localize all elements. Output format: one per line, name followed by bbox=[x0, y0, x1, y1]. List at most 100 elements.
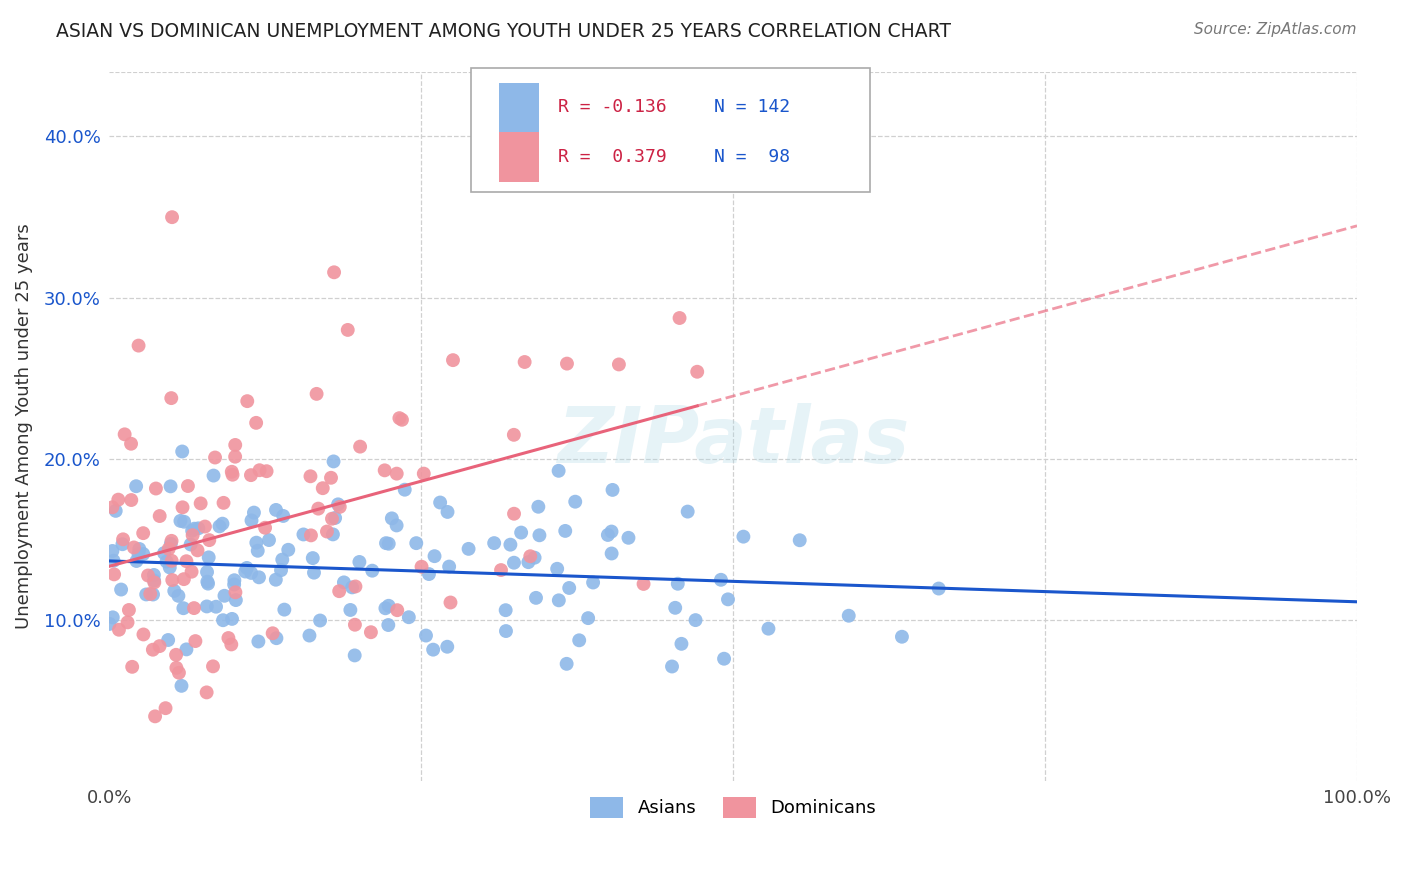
Point bbox=[181, 528, 204, 542]
Point bbox=[103, 567, 125, 582]
Point bbox=[256, 464, 278, 478]
Point bbox=[233, 565, 256, 579]
Point bbox=[139, 587, 162, 601]
Point bbox=[194, 519, 217, 533]
Point bbox=[221, 637, 243, 651]
Point bbox=[328, 584, 350, 599]
Point bbox=[125, 554, 148, 568]
Point bbox=[245, 535, 267, 549]
Point bbox=[264, 573, 287, 587]
Point bbox=[159, 479, 181, 493]
Point bbox=[271, 552, 294, 566]
Point bbox=[160, 391, 183, 405]
Point bbox=[333, 575, 356, 590]
Point bbox=[582, 575, 605, 590]
Point bbox=[457, 541, 479, 556]
Point bbox=[607, 358, 630, 372]
Point bbox=[676, 505, 699, 519]
Point bbox=[564, 494, 586, 508]
Point bbox=[733, 530, 755, 544]
Point bbox=[555, 357, 578, 371]
Point bbox=[224, 577, 246, 591]
Point bbox=[132, 526, 155, 541]
Point bbox=[143, 575, 166, 590]
Point bbox=[110, 582, 132, 597]
Point bbox=[789, 533, 811, 548]
Point bbox=[377, 537, 399, 551]
Point bbox=[254, 521, 277, 535]
Point bbox=[527, 500, 550, 514]
Point bbox=[190, 496, 212, 510]
Point bbox=[167, 665, 190, 680]
Point bbox=[221, 612, 243, 626]
Point bbox=[343, 648, 366, 663]
Text: ZIPatlas: ZIPatlas bbox=[557, 402, 910, 479]
Point bbox=[101, 544, 124, 558]
Point bbox=[184, 634, 207, 648]
Point bbox=[180, 537, 202, 551]
Point bbox=[180, 565, 202, 579]
Point bbox=[890, 630, 912, 644]
Point bbox=[323, 265, 346, 279]
Point bbox=[555, 657, 578, 671]
Point bbox=[197, 576, 219, 591]
Point bbox=[183, 601, 205, 615]
Point bbox=[117, 615, 139, 630]
Point bbox=[633, 577, 655, 591]
Point bbox=[262, 626, 284, 640]
Point bbox=[157, 541, 180, 556]
Point bbox=[377, 618, 399, 632]
Text: Source: ZipAtlas.com: Source: ZipAtlas.com bbox=[1194, 22, 1357, 37]
Point bbox=[245, 416, 267, 430]
Point bbox=[385, 518, 408, 533]
Text: ASIAN VS DOMINICAN UNEMPLOYMENT AMONG YOUTH UNDER 25 YEARS CORRELATION CHART: ASIAN VS DOMINICAN UNEMPLOYMENT AMONG YO… bbox=[56, 22, 952, 41]
Point bbox=[436, 505, 458, 519]
Text: R = -0.136: R = -0.136 bbox=[558, 98, 668, 117]
Point bbox=[600, 524, 623, 539]
Point bbox=[239, 468, 262, 483]
Point bbox=[224, 573, 246, 587]
Point bbox=[838, 608, 860, 623]
Point bbox=[246, 543, 269, 558]
Point bbox=[266, 631, 288, 645]
Point bbox=[558, 581, 581, 595]
Point bbox=[217, 631, 239, 645]
Point bbox=[360, 625, 382, 640]
Point bbox=[301, 551, 323, 566]
Point bbox=[214, 589, 236, 603]
Point bbox=[489, 563, 512, 577]
Point bbox=[568, 633, 591, 648]
Point bbox=[387, 603, 409, 617]
Point bbox=[391, 413, 413, 427]
Point bbox=[221, 465, 243, 479]
Point bbox=[159, 560, 181, 574]
Point bbox=[441, 353, 464, 368]
Point bbox=[617, 531, 640, 545]
Point bbox=[524, 591, 547, 605]
Point bbox=[224, 438, 246, 452]
Point bbox=[596, 528, 619, 542]
Point bbox=[502, 427, 524, 442]
Point bbox=[162, 573, 184, 587]
Point bbox=[224, 450, 246, 464]
Point bbox=[195, 599, 218, 614]
Point bbox=[336, 323, 359, 337]
Point bbox=[713, 651, 735, 665]
Point bbox=[236, 561, 259, 575]
Point bbox=[547, 464, 569, 478]
Point bbox=[132, 547, 155, 561]
Point bbox=[503, 556, 526, 570]
Point bbox=[374, 463, 396, 477]
Point bbox=[299, 528, 322, 542]
Point bbox=[429, 495, 451, 509]
Point bbox=[136, 568, 159, 582]
Point bbox=[326, 497, 349, 511]
FancyBboxPatch shape bbox=[499, 83, 538, 132]
Point bbox=[125, 479, 148, 493]
Point bbox=[204, 450, 226, 465]
Point bbox=[107, 492, 129, 507]
Text: N =  98: N = 98 bbox=[714, 148, 790, 166]
Point bbox=[201, 659, 224, 673]
Point bbox=[197, 550, 219, 565]
Point bbox=[388, 411, 411, 425]
